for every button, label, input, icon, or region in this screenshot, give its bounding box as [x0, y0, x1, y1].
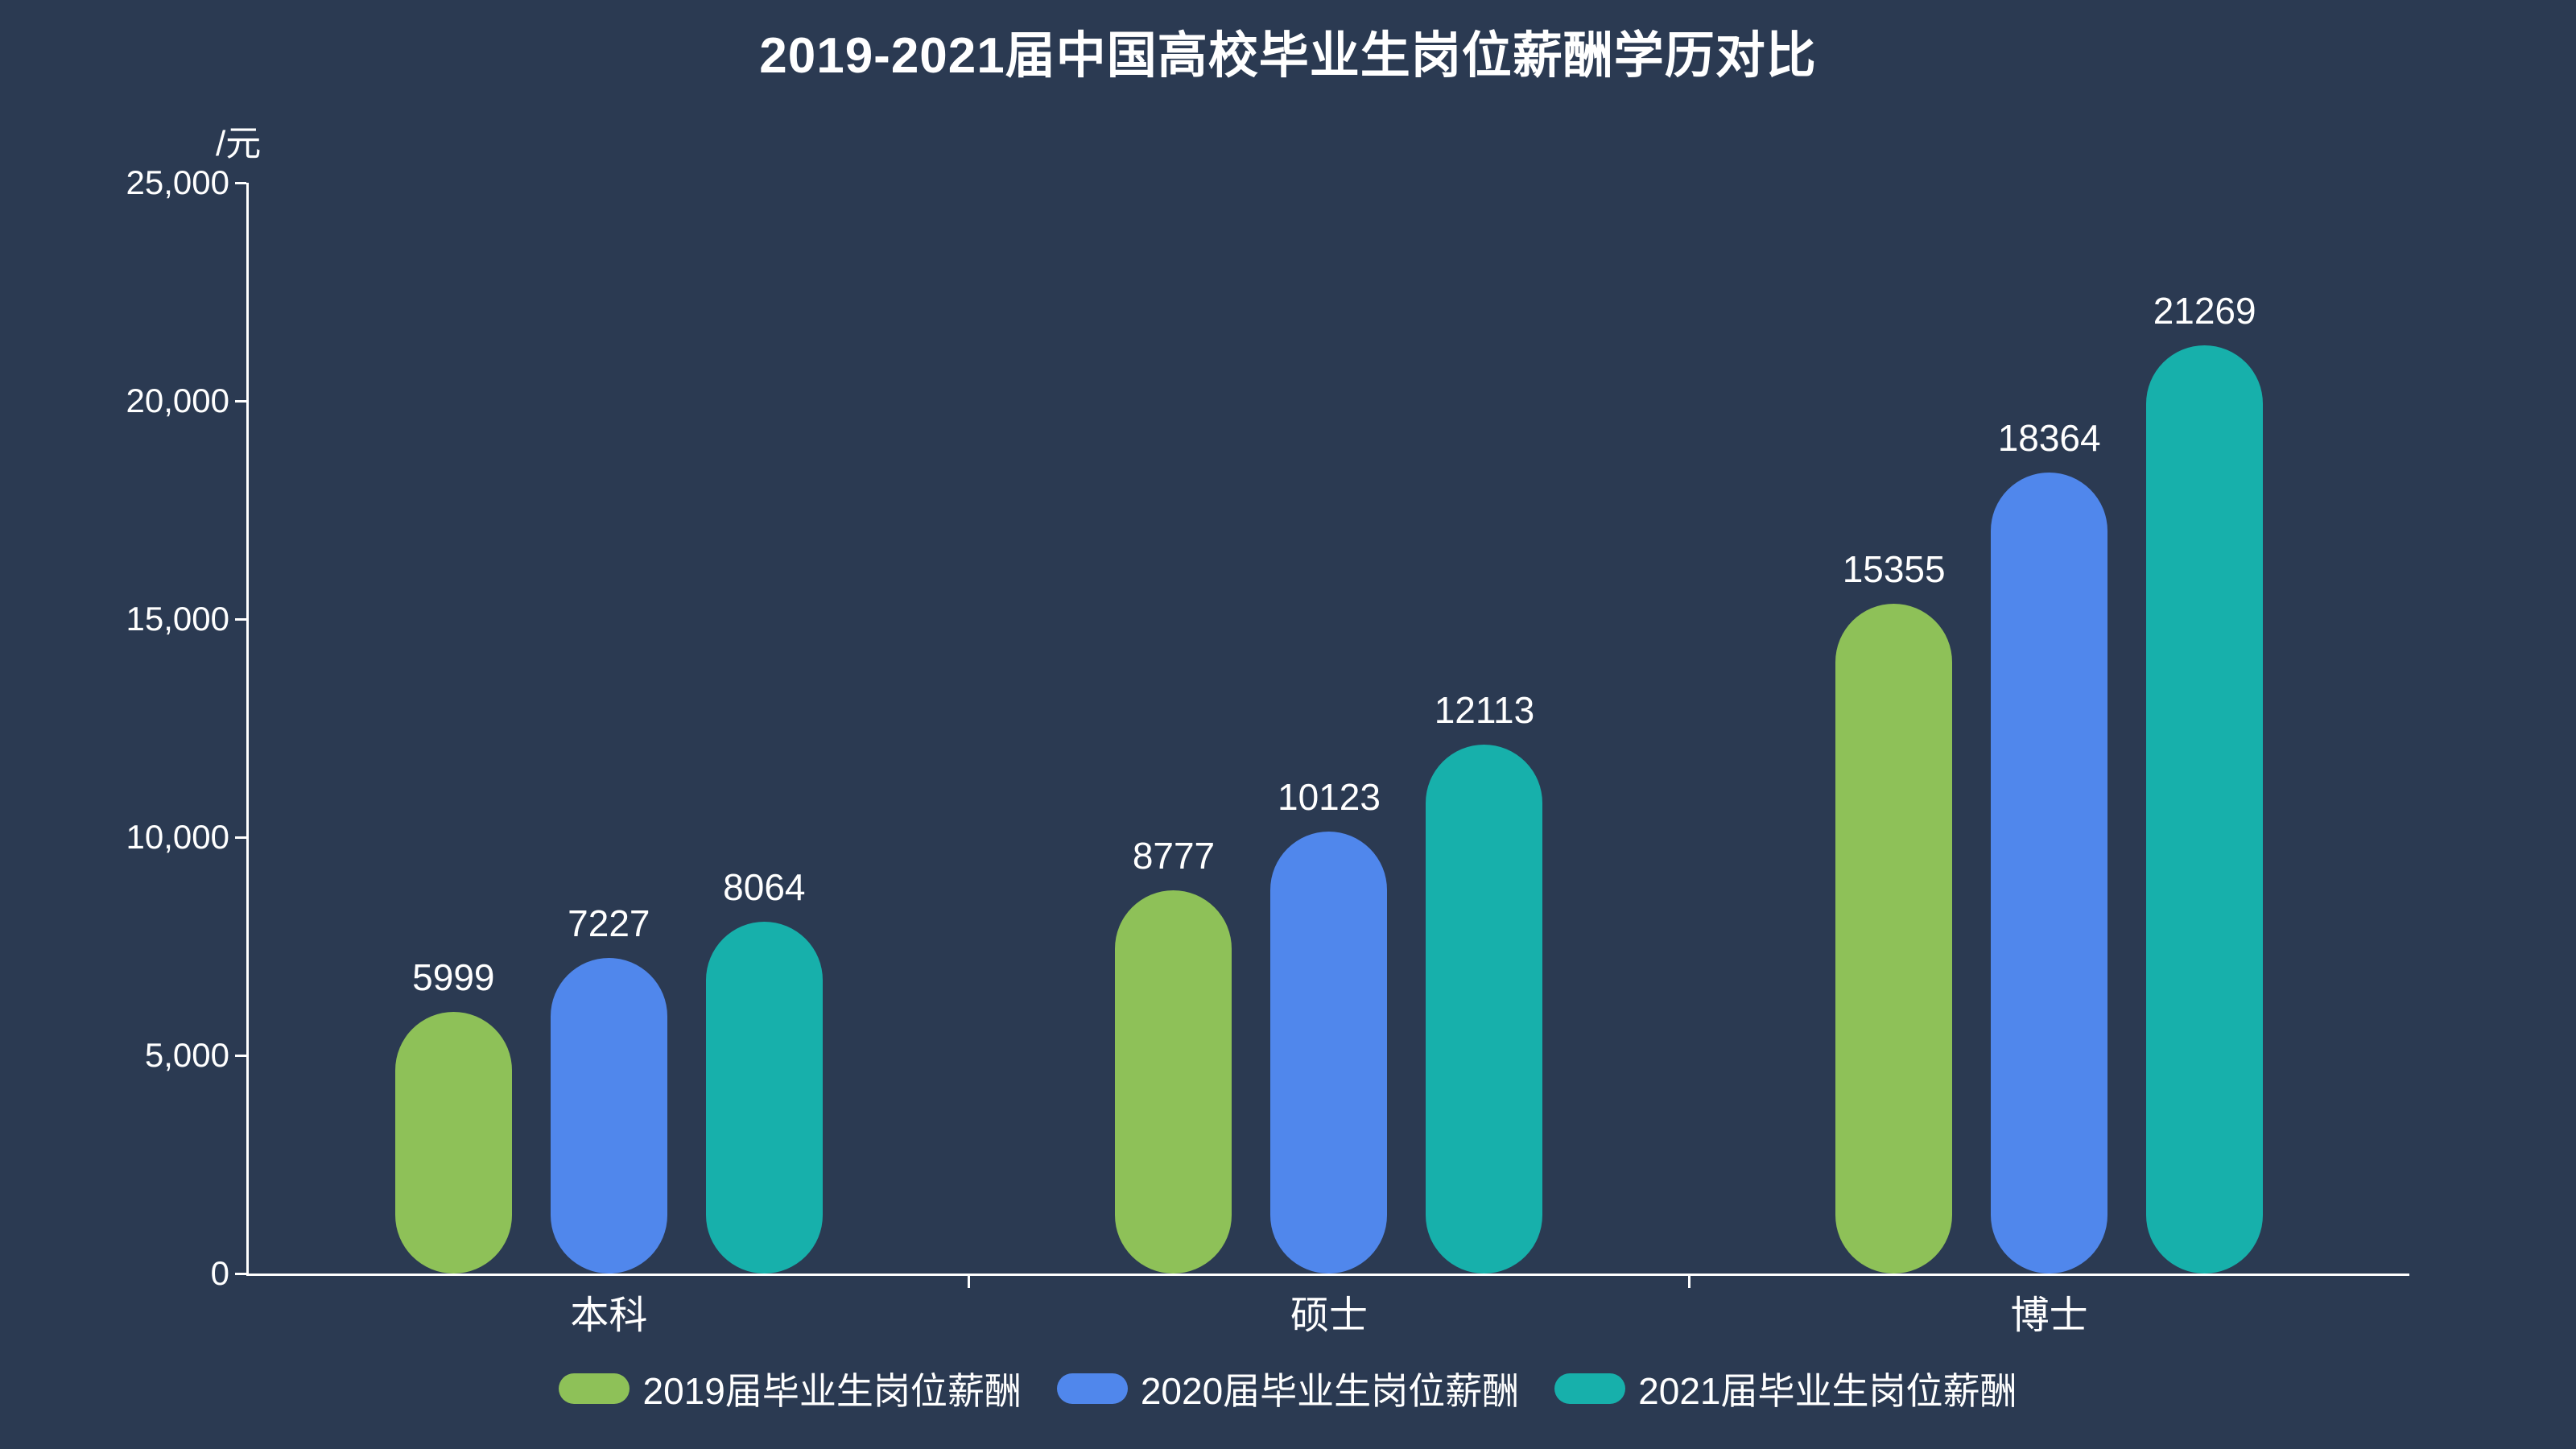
y-axis-tick-mark [235, 836, 246, 839]
x-axis-category-label: 博士 [2010, 1294, 2088, 1337]
legend-item-1[interactable]: 2019届毕业生岗位薪酬 [559, 1362, 1022, 1415]
bar-value-label: 7227 [568, 902, 650, 945]
bar-item: 21269 [2146, 289, 2264, 1274]
bar-item: 18364 [1991, 416, 2108, 1274]
bar-group-1: 5999 7227 8064 本科 [249, 183, 969, 1337]
bar-group-2: 8777 10123 12113 硕士 [969, 183, 1690, 1337]
legend-item-label: 2019届毕业生岗位薪酬 [642, 1370, 1022, 1412]
y-axis-tick-label: 15,000 [126, 600, 229, 638]
y-axis-tick-mark [235, 399, 246, 402]
plot-area: 0 5,000 10,000 15,000 20,000 25,000 5999 7227 80… [126, 163, 2409, 1337]
legend-marker-icon [1554, 1373, 1626, 1404]
bar-value-label: 8777 [1132, 835, 1216, 877]
bar-series-1[interactable] [1835, 603, 1953, 1274]
bar-item: 7227 [550, 902, 667, 1274]
bar-value-label: 12113 [1434, 689, 1535, 732]
y-axis-tick-label: 5,000 [144, 1036, 229, 1074]
legend-item-2[interactable]: 2020届毕业生岗位薪酬 [1056, 1362, 1520, 1415]
y-axis-tick-mark [235, 1054, 246, 1057]
bar-item: 8777 [1115, 834, 1232, 1274]
legend-item-label: 2021届毕业生岗位薪酬 [1638, 1370, 2017, 1412]
y-axis-tick-mark [235, 1272, 246, 1275]
bar-series-3[interactable] [1426, 745, 1543, 1274]
bar-series-3[interactable] [2146, 345, 2264, 1274]
bar-item: 12113 [1426, 688, 1543, 1274]
bar-value-label: 21269 [2153, 290, 2256, 332]
bar-value-label: 8064 [723, 865, 806, 908]
y-axis-tick-label: 25,000 [126, 163, 229, 201]
x-axis-tick-mark [1687, 1276, 1690, 1288]
bar-series-1[interactable] [1115, 890, 1232, 1274]
bar-series-2[interactable] [1270, 832, 1388, 1274]
legend-marker-icon [1056, 1373, 1128, 1404]
legend-item-label: 2020届毕业生岗位薪酬 [1140, 1370, 1520, 1412]
bar-series-2[interactable] [550, 958, 667, 1274]
bar-item: 5999 [394, 956, 512, 1274]
bar-series-2[interactable] [1991, 472, 2108, 1274]
chart-title: 2019-2021届中国高校毕业生岗位薪酬学历对比 [759, 28, 1817, 84]
legend-marker-icon [559, 1373, 630, 1404]
chart-legend: 2019届毕业生岗位薪酬 2020届毕业生岗位薪酬 2021届毕业生岗位薪酬 [0, 1362, 2576, 1415]
bar-value-label: 5999 [412, 956, 495, 998]
y-axis-tick-mark [235, 617, 246, 621]
bar-item: 8064 [705, 865, 823, 1274]
bar-value-label: 10123 [1278, 776, 1381, 819]
bar-group-3: 15355 18364 21269 博士 [1689, 183, 2409, 1337]
y-axis-tick-label: 0 [210, 1254, 229, 1292]
bar-item: 15355 [1835, 547, 1953, 1274]
x-axis-category-label: 本科 [570, 1294, 648, 1337]
bar-value-label: 18364 [1997, 416, 2101, 459]
y-axis-unit-label: /元 [216, 124, 262, 163]
legend-item-3[interactable]: 2021届毕业生岗位薪酬 [1554, 1362, 2017, 1415]
y-axis-tick-label: 20,000 [126, 382, 229, 419]
y-axis-tick-label: 10,000 [126, 818, 229, 856]
bar-value-label: 15355 [1842, 547, 1946, 590]
x-axis-category-label: 硕士 [1290, 1294, 1368, 1337]
bar-series-3[interactable] [705, 921, 823, 1274]
y-axis-tick-mark [235, 181, 246, 184]
x-axis-tick-mark [968, 1276, 971, 1288]
bar-item: 10123 [1270, 775, 1388, 1274]
bar-series-1[interactable] [394, 1011, 512, 1274]
